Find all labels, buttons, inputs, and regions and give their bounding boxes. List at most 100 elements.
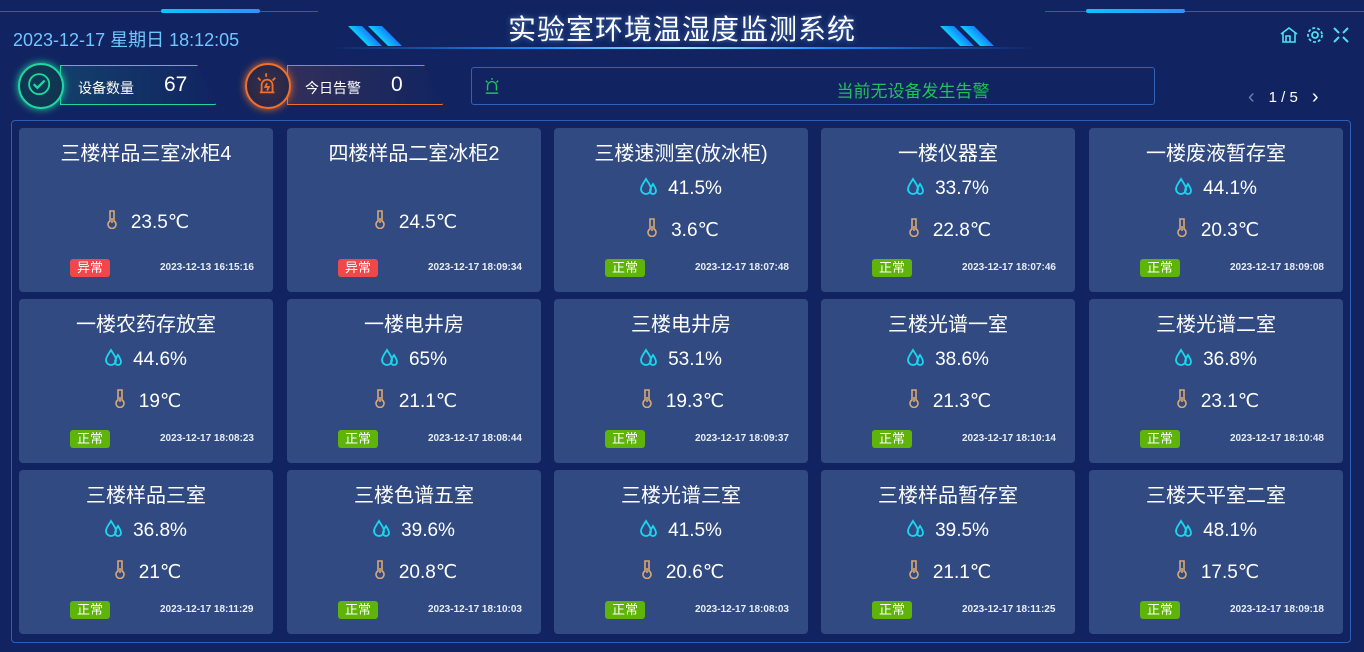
humidity-icon	[907, 518, 925, 544]
update-time: 2023-12-17 18:09:18	[1230, 604, 1324, 615]
humidity-value: 33.7%	[935, 178, 989, 199]
device-card[interactable]: 一楼废液暂存室 44.1% 20.3℃ 正常 2023-12-17 18:09:08	[1089, 128, 1343, 292]
today-alarm-value: 0	[391, 73, 403, 96]
temperature-value: 3.6℃	[671, 219, 719, 241]
gear-icon[interactable]	[1306, 26, 1324, 44]
page-title: 实验室环境温湿度监测系统	[507, 14, 856, 45]
thermometer-icon	[905, 388, 923, 414]
thermometer-icon	[371, 559, 389, 585]
status-badge: 正常	[872, 259, 912, 277]
update-time: 2023-12-17 18:09:34	[428, 262, 522, 273]
thermometer-icon	[371, 388, 389, 414]
device-card[interactable]: 三楼样品暂存室 39.5% 21.1℃ 正常 2023-12-17 18:11:25	[821, 470, 1075, 634]
alarm-message: 当前无设备发生告警	[836, 82, 990, 101]
device-name: 三楼光谱一室	[888, 314, 1008, 336]
humidity-value: 48.1%	[1203, 520, 1257, 541]
device-card[interactable]: 一楼仪器室 33.7% 22.8℃ 正常 2023-12-17 18:07:46	[821, 128, 1075, 292]
update-time: 2023-12-13 16:15:16	[160, 262, 254, 273]
status-badge: 正常	[605, 601, 645, 619]
device-name: 一楼废液暂存室	[1146, 143, 1286, 165]
thermometer-icon	[905, 559, 923, 585]
thermometer-icon	[1173, 217, 1191, 243]
status-badge: 异常	[338, 259, 378, 277]
current-datetime: 2023-12-17 星期日 18:12:05	[13, 30, 240, 50]
device-card[interactable]: 三楼样品三室冰柜4 23.5℃ 异常 2023-12-13 16:15:16	[19, 128, 273, 292]
status-badge: 正常	[605, 259, 645, 277]
status-badge: 正常	[1140, 430, 1180, 448]
next-page-button[interactable]: ›	[1311, 86, 1319, 108]
device-card[interactable]: 一楼农药存放室 44.6% 19℃ 正常 2023-12-17 18:08:23	[19, 299, 273, 463]
today-alarm-label: 今日告警	[305, 80, 361, 96]
thermometer-icon	[371, 209, 389, 235]
update-time: 2023-12-17 18:07:46	[962, 262, 1056, 273]
temperature-value: 21.1℃	[932, 561, 992, 583]
today-alarm-stat: 今日告警 0	[245, 63, 455, 109]
device-card[interactable]: 三楼光谱三室 41.5% 20.6℃ 正常 2023-12-17 18:08:03	[554, 470, 808, 634]
device-count-label: 设备数量	[78, 80, 134, 96]
update-time: 2023-12-17 18:11:29	[160, 604, 254, 615]
device-card[interactable]: 一楼电井房 65% 21.1℃ 正常 2023-12-17 18:08:44	[287, 299, 541, 463]
device-card[interactable]: 三楼样品三室 36.8% 21℃ 正常 2023-12-17 18:11:29	[19, 470, 273, 634]
device-card[interactable]: 三楼光谱一室 38.6% 21.3℃ 正常 2023-12-17 18:10:14	[821, 299, 1075, 463]
humidity-value: 44.1%	[1203, 178, 1257, 199]
thermometer-icon	[111, 388, 129, 414]
humidity-icon	[105, 518, 123, 544]
device-name: 三楼样品三室冰柜4	[60, 143, 232, 165]
thermometer-icon	[103, 209, 121, 235]
update-time: 2023-12-17 18:09:37	[695, 433, 789, 444]
alarm-banner: 当前无设备发生告警	[471, 67, 1155, 105]
temperature-value: 20.3℃	[1200, 219, 1260, 241]
humidity-icon	[1175, 518, 1193, 544]
fullscreen-icon[interactable]	[1332, 26, 1350, 44]
update-time: 2023-12-17 18:07:48	[695, 262, 789, 273]
temperature-value: 19.3℃	[665, 390, 725, 412]
device-count-stat: 设备数量 67	[18, 63, 228, 109]
update-time: 2023-12-17 18:08:44	[428, 433, 522, 444]
humidity-icon	[1175, 347, 1193, 373]
humidity-value: 36.8%	[133, 520, 187, 541]
device-card[interactable]: 三楼电井房 53.1% 19.3℃ 正常 2023-12-17 18:09:37	[554, 299, 808, 463]
status-badge: 正常	[1140, 601, 1180, 619]
device-card[interactable]: 四楼样品二室冰柜2 24.5℃ 异常 2023-12-17 18:09:34	[287, 128, 541, 292]
check-cycle-icon	[18, 63, 64, 109]
update-time: 2023-12-17 18:10:03	[428, 604, 522, 615]
device-name: 三楼色谱五室	[354, 485, 474, 507]
update-time: 2023-12-17 18:08:23	[160, 433, 254, 444]
device-card[interactable]: 三楼光谱二室 36.8% 23.1℃ 正常 2023-12-17 18:10:48	[1089, 299, 1343, 463]
humidity-icon	[105, 347, 123, 373]
prev-page-button[interactable]: ‹	[1248, 86, 1255, 108]
alarm-light-icon	[484, 77, 500, 100]
temperature-value: 24.5℃	[398, 211, 458, 233]
device-card[interactable]: 三楼速测室(放冰柜) 41.5% 3.6℃ 正常 2023-12-17 18:07:48	[554, 128, 808, 292]
humidity-value: 39.6%	[401, 520, 455, 541]
device-name: 三楼光谱二室	[1156, 314, 1276, 336]
status-badge: 正常	[605, 430, 645, 448]
thermometer-icon	[1173, 559, 1191, 585]
thermometer-icon	[111, 559, 129, 585]
pagination: ‹ 1 / 5 ›	[1248, 86, 1319, 109]
device-card[interactable]: 三楼色谱五室 39.6% 20.8℃ 正常 2023-12-17 18:10:03	[287, 470, 541, 634]
thermometer-icon	[905, 217, 923, 243]
humidity-icon	[1175, 176, 1193, 202]
device-name: 三楼天平室二室	[1146, 485, 1286, 507]
thermometer-icon	[643, 217, 661, 243]
humidity-value: 41.5%	[668, 178, 722, 199]
temperature-value: 23.1℃	[1200, 390, 1260, 412]
device-name: 三楼电井房	[631, 314, 731, 336]
humidity-value: 38.6%	[935, 349, 989, 370]
device-card[interactable]: 三楼天平室二室 48.1% 17.5℃ 正常 2023-12-17 18:09:18	[1089, 470, 1343, 634]
home-icon[interactable]	[1280, 26, 1298, 44]
humidity-value: 39.5%	[935, 520, 989, 541]
temperature-value: 20.8℃	[398, 561, 458, 583]
humidity-icon	[640, 347, 658, 373]
status-badge: 正常	[338, 430, 378, 448]
status-badge: 正常	[1140, 259, 1180, 277]
status-badge: 正常	[872, 601, 912, 619]
status-badge: 正常	[872, 430, 912, 448]
device-name: 三楼样品暂存室	[878, 485, 1018, 507]
temperature-value: 22.8℃	[932, 219, 992, 241]
humidity-icon	[381, 347, 399, 373]
status-badge: 正常	[70, 601, 110, 619]
status-badge: 正常	[338, 601, 378, 619]
humidity-icon	[640, 518, 658, 544]
